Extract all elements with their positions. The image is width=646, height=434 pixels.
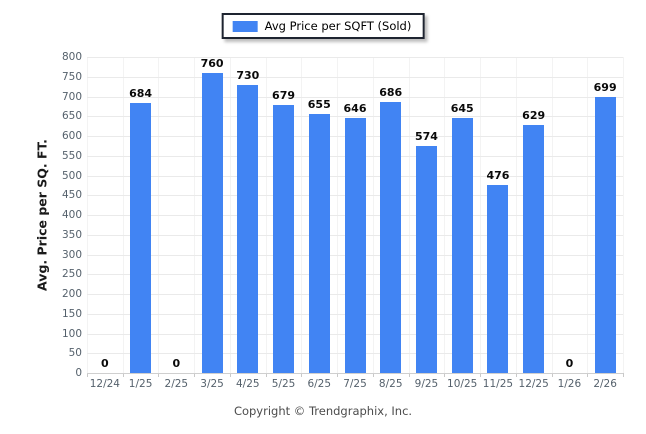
bar-value-label: 655 (307, 98, 331, 112)
y-tick-label: 250 (61, 268, 82, 280)
chart-bar[interactable] (237, 84, 259, 373)
x-tick-label: 1/26 (557, 378, 582, 390)
chart-bar[interactable] (451, 118, 473, 373)
y-tick-label: 200 (61, 287, 82, 300)
chart-bar[interactable] (130, 102, 152, 373)
x-axis-tick (122, 373, 124, 377)
y-tick-label: 450 (61, 189, 82, 201)
chart-bar[interactable] (415, 146, 437, 373)
x-tick-label: 6/25 (307, 378, 332, 390)
y-tick-label: 750 (61, 70, 82, 83)
y-tick-label: 300 (61, 248, 82, 261)
x-axis-tick (194, 373, 196, 377)
x-axis-tick (301, 373, 303, 377)
x-axis-tick (265, 373, 267, 377)
x-axis-tick (229, 373, 231, 377)
chart-bar[interactable] (308, 114, 330, 373)
bar-value-label: 730 (236, 68, 260, 82)
x-axis-line (87, 373, 623, 374)
y-tick-label: 650 (61, 110, 82, 122)
x-axis-tick (480, 373, 482, 377)
bar-value-label: 646 (343, 101, 367, 115)
chart-bar[interactable] (380, 102, 402, 373)
bar-value-label: 684 (129, 86, 153, 100)
bar-value-label: 574 (414, 130, 438, 144)
bar-value-label: 0 (565, 357, 574, 370)
y-tick-label: 600 (61, 129, 82, 142)
y-tick-label: 400 (61, 208, 82, 221)
x-tick-label: 4/25 (236, 378, 260, 390)
gridline (87, 76, 623, 78)
x-axis-tick (408, 373, 410, 377)
x-tick-label: 1/25 (128, 378, 153, 390)
chart-legend: Avg Price per SQFT (Sold) (221, 13, 425, 39)
y-tick-label: 150 (61, 307, 82, 320)
y-tick-label: 550 (61, 149, 82, 162)
chart-bar[interactable] (594, 96, 616, 373)
bar-value-label: 0 (172, 357, 181, 370)
bar-value-label: 699 (593, 80, 617, 94)
chart-bar[interactable] (487, 184, 509, 373)
chart-bar[interactable] (201, 72, 223, 373)
bar-value-label: 760 (200, 56, 224, 70)
copyright-text: Copyright © Trendgraphix, Inc. (233, 404, 413, 418)
x-tick-label: 2/26 (593, 378, 617, 390)
x-axis-tick (372, 373, 374, 377)
legend-label: Avg Price per SQFT (Sold) (264, 19, 412, 33)
x-axis-tick (444, 373, 446, 377)
bar-value-label: 0 (101, 357, 109, 370)
y-tick-label: 50 (68, 347, 82, 359)
gridline (87, 57, 623, 58)
chart-bar[interactable] (273, 104, 295, 373)
x-axis-tick (623, 373, 624, 377)
x-tick-label: 7/25 (343, 378, 367, 390)
x-axis-tick (587, 373, 589, 377)
x-tick-label: 9/25 (414, 378, 439, 390)
gridline (87, 116, 623, 118)
bar-value-label: 679 (272, 88, 296, 102)
y-tick-label: 500 (61, 169, 82, 182)
x-axis-tick (337, 373, 339, 377)
plot-area: 0 684 0 760 730 679 655 646 686 574 645 476 629 0 699 (87, 56, 624, 377)
bar-value-label: 476 (486, 168, 510, 182)
gridline (87, 96, 623, 98)
y-tick-label: 350 (61, 228, 82, 241)
x-tick-label: 8/25 (378, 378, 403, 390)
x-axis-tick (551, 373, 553, 377)
bar-value-label: 645 (450, 102, 474, 116)
y-tick-label: 0 (75, 366, 82, 379)
x-tick-label: 3/25 (200, 378, 224, 390)
y-tick-label: 100 (61, 327, 82, 340)
x-axis-tick (515, 373, 517, 377)
vertical-gridline (623, 57, 624, 373)
y-tick-label: 800 (61, 50, 82, 63)
chart-bar[interactable] (523, 124, 545, 373)
chart-bar[interactable] (344, 117, 366, 373)
x-tick-label: 12/25 (518, 378, 549, 390)
x-tick-label: 2/25 (164, 378, 189, 390)
x-tick-label: 10/25 (447, 378, 478, 390)
x-axis-tick (158, 373, 160, 377)
y-tick-label: 700 (61, 90, 82, 103)
x-tick-label: 11/25 (482, 378, 514, 390)
bar-value-label: 686 (379, 86, 403, 100)
x-tick-label: 12/24 (89, 378, 120, 390)
legend-swatch-icon (232, 20, 258, 32)
bar-value-label: 629 (522, 108, 546, 122)
x-tick-label: 5/25 (271, 378, 296, 390)
x-axis-tick (87, 373, 88, 377)
